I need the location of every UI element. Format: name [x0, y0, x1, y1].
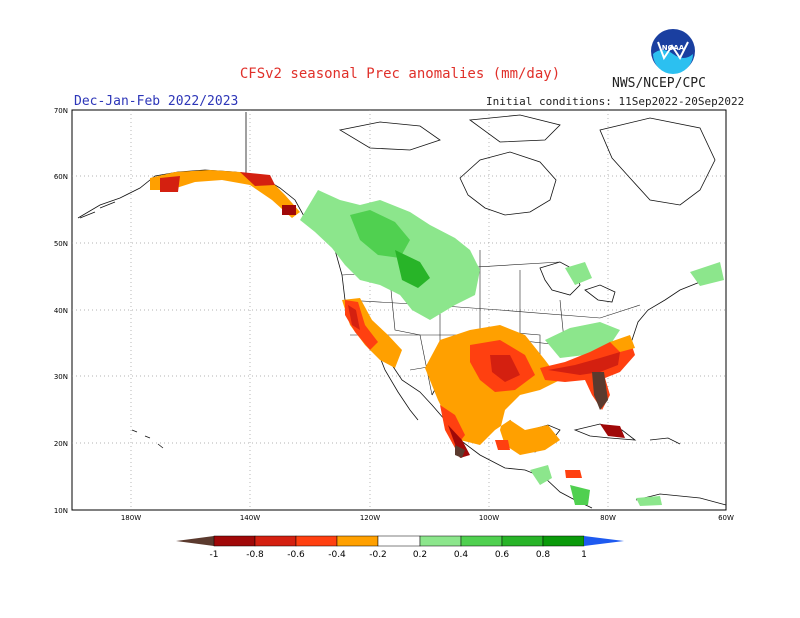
colorbar-swatch — [377, 535, 421, 547]
colorbar-label: 0.8 — [536, 550, 551, 560]
lon-label-140w: 140W — [240, 514, 260, 522]
colorbar-swatch — [542, 535, 585, 547]
colorbar-swatch — [336, 535, 379, 547]
noaa-logo: NOAA — [651, 29, 695, 74]
colorbar-swatch — [213, 535, 256, 547]
colorbar-swatch — [501, 535, 544, 547]
season-label: Dec-Jan-Feb 2022/2023 — [74, 94, 239, 109]
lat-label-60n: 60N — [54, 173, 68, 181]
lon-label-100w: 100W — [479, 514, 499, 522]
colorbar-label: 0.6 — [495, 550, 510, 560]
colorbar-swatch — [295, 535, 338, 547]
colorbar-label: -0.2 — [369, 550, 387, 560]
colorbar-label: 1 — [581, 550, 587, 560]
lon-label-80w: 80W — [600, 514, 616, 522]
lon-labels: 180W 140W 120W 100W 80W 60W — [121, 514, 734, 522]
colorbar-label: 0.4 — [454, 550, 469, 560]
logo-text: NOAA — [662, 44, 685, 52]
lon-label-60w: 60W — [718, 514, 734, 522]
chart-title: CFSv2 seasonal Prec anomalies (mm/day) — [239, 66, 561, 82]
lat-label-70n: 70N — [54, 107, 68, 115]
colorbar-swatch — [460, 535, 503, 547]
map-frame — [71, 109, 727, 511]
lat-label-10n: 10N — [54, 507, 68, 515]
colorbar-label: -0.8 — [246, 550, 264, 560]
lat-label-30n: 30N — [54, 373, 68, 381]
colorbar: -1 -0.8 -0.6 -0.4 -0.2 0.2 0.4 0.6 0.8 1 — [176, 535, 624, 560]
colorbar-label: -1 — [210, 550, 219, 560]
lat-label-50n: 50N — [54, 240, 68, 248]
colorbar-swatch — [419, 535, 462, 547]
lat-label-20n: 20N — [54, 440, 68, 448]
colorbar-swatch — [254, 535, 297, 547]
initial-conditions-label: Initial conditions: 11Sep2022-20Sep2022 — [486, 95, 745, 108]
colorbar-arrow-low — [176, 536, 214, 546]
anomaly-shading — [150, 170, 724, 506]
colorbar-label: 0.2 — [413, 550, 427, 560]
lat-label-40n: 40N — [54, 307, 68, 315]
lon-label-180w: 180W — [121, 514, 141, 522]
colorbar-label: -0.4 — [328, 550, 346, 560]
lon-label-120w: 120W — [360, 514, 380, 522]
colorbar-arrow-high — [584, 536, 624, 546]
agency-label: NWS/NCEP/CPC — [612, 76, 706, 91]
colorbar-label: -0.6 — [287, 550, 305, 560]
lat-labels: 70N 60N 50N 40N 30N 20N 10N — [54, 107, 68, 515]
